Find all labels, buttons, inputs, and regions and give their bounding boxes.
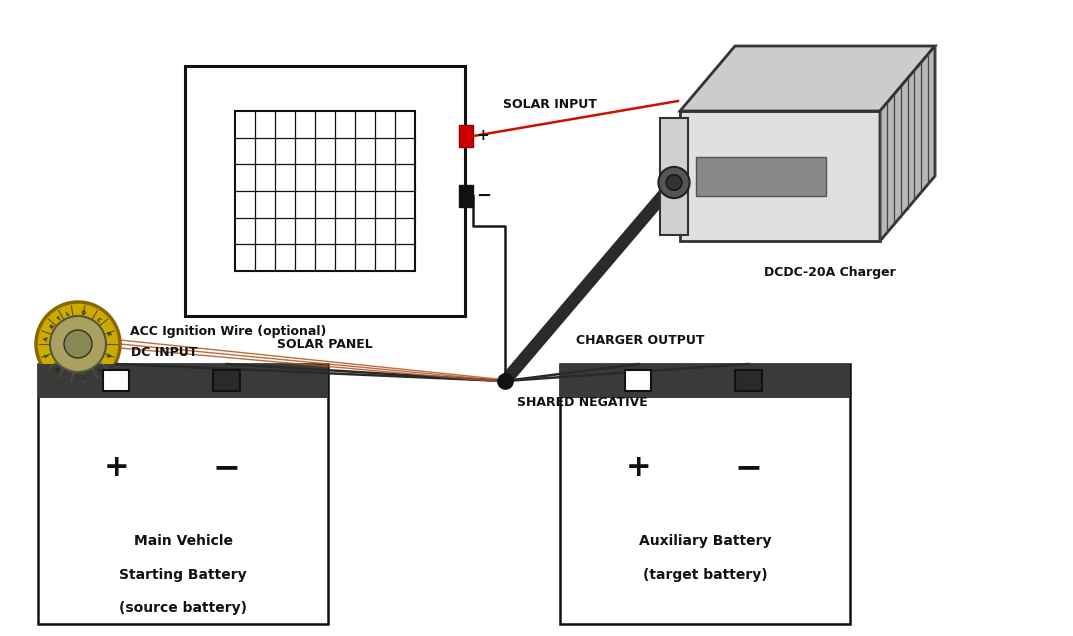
Text: A: A [44, 336, 49, 341]
Text: R: R [49, 322, 56, 329]
Text: +: + [476, 128, 489, 144]
Text: SOLAR INPUT: SOLAR INPUT [503, 97, 597, 111]
Bar [185, 66, 465, 316]
Circle shape [659, 167, 690, 198]
Bar [626, 371, 651, 391]
Text: SHARED NEGATIVE: SHARED NEGATIVE [517, 396, 648, 410]
Bar [103, 371, 130, 391]
Text: −: − [476, 187, 491, 205]
Text: SOLAR PANEL: SOLAR PANEL [277, 338, 373, 351]
Text: Main Vehicle: Main Vehicle [133, 534, 233, 548]
Polygon shape [880, 46, 935, 241]
Bar [235, 111, 414, 271]
Circle shape [64, 330, 92, 358]
Text: T: T [57, 315, 63, 321]
Circle shape [36, 302, 120, 386]
Bar [459, 125, 473, 147]
Text: −: − [735, 452, 763, 485]
Bar [560, 364, 850, 398]
Circle shape [50, 316, 106, 372]
Text: C: C [95, 365, 101, 371]
Bar [38, 364, 328, 398]
Text: CHARGER OUTPUT: CHARGER OUTPUT [576, 333, 705, 347]
Bar [459, 185, 473, 207]
Bar [660, 118, 688, 235]
Bar [735, 371, 762, 391]
Text: A: A [104, 352, 111, 357]
Text: Auxiliary Battery: Auxiliary Battery [638, 534, 771, 548]
Text: −: − [212, 452, 240, 485]
Text: K: K [104, 330, 111, 336]
Circle shape [666, 175, 681, 190]
Text: DC INPUT: DC INPUT [131, 347, 197, 359]
Text: O: O [80, 310, 86, 316]
Text: (source battery): (source battery) [119, 602, 247, 616]
Polygon shape [680, 46, 935, 111]
Text: ACC Ignition Wire (optional): ACC Ignition Wire (optional) [130, 326, 326, 338]
Text: +: + [626, 453, 651, 483]
Text: +: + [103, 453, 129, 483]
Text: T: T [45, 352, 52, 357]
Text: C: C [95, 317, 101, 323]
Bar [38, 364, 328, 624]
Bar [560, 364, 850, 624]
Polygon shape [680, 111, 880, 241]
Text: DCDC-20A Charger: DCDC-20A Charger [764, 266, 896, 279]
Text: S: S [55, 365, 61, 371]
Bar [214, 371, 239, 391]
Bar [696, 156, 826, 195]
Text: (target battery): (target battery) [643, 567, 767, 581]
Text: L: L [64, 312, 70, 317]
Text: Starting Battery: Starting Battery [119, 567, 247, 581]
Text: C: C [82, 372, 86, 378]
